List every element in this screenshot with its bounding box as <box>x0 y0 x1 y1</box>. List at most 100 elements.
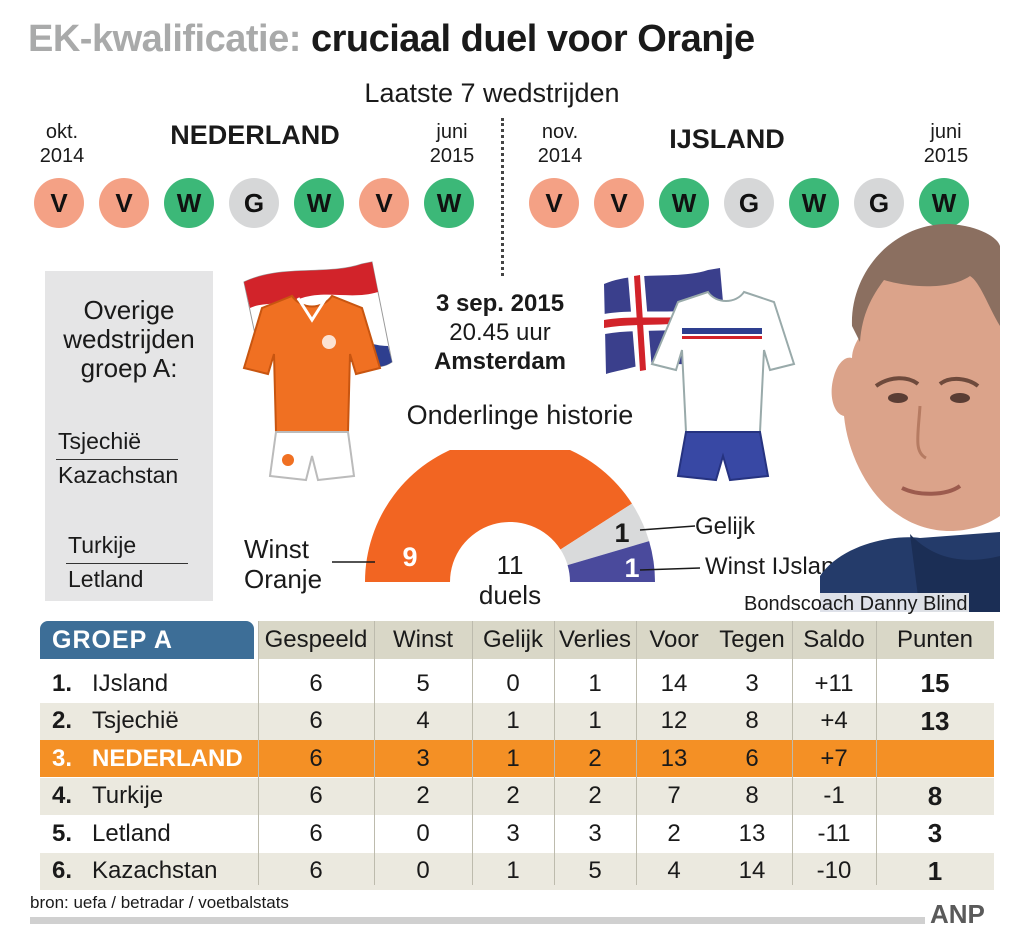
cell-won: 0 <box>416 857 430 884</box>
nederland-result-5: W <box>294 178 344 228</box>
cell-lost: 2 <box>588 782 602 809</box>
is-team-name: IJSLAND <box>669 124 785 154</box>
cell-won: 4 <box>416 707 430 734</box>
cell-diff: +11 <box>814 669 854 697</box>
table-row: 2. Tsjechië 6 4 1 1 12 8 +4 13 <box>40 702 994 740</box>
pie-slice-2 <box>560 503 650 566</box>
cell-diff: +4 <box>820 707 848 734</box>
col-header-voor: Voor <box>649 625 699 653</box>
coach-photo <box>820 223 1000 612</box>
nl-end-date: juni 2015 <box>429 121 475 167</box>
cell-played: 6 <box>309 744 323 772</box>
iceland-shirt-icon <box>650 290 796 433</box>
cell-played: 6 <box>309 857 323 884</box>
col-header-saldo: Saldo <box>803 625 865 653</box>
cell-won: 0 <box>416 819 430 847</box>
divider-line <box>501 118 504 276</box>
cell-diff: -11 <box>817 819 851 847</box>
cell-for: 4 <box>667 857 681 884</box>
cell-against: 8 <box>745 782 759 809</box>
cell-played: 6 <box>309 669 323 697</box>
col-header-gelijk: Gelijk <box>482 625 543 653</box>
table-row: 6. Kazachstan 6 0 1 5 4 14 -10 1 <box>40 852 994 890</box>
cell-played: 6 <box>309 819 323 847</box>
row-team: Turkije <box>92 782 164 809</box>
col-header-punten: Punten <box>896 625 974 653</box>
cell-for: 13 <box>660 744 688 772</box>
match-place: Amsterdam <box>433 348 567 375</box>
ijsland-result-6: G <box>854 178 904 228</box>
match-info: 3 sep. 2015 20.45 uur Amsterdam <box>390 289 610 376</box>
cell-drawn: 1 <box>506 857 520 884</box>
other-match-1-home: Tsjechië <box>58 428 142 454</box>
cell-diff: +7 <box>820 744 848 772</box>
column-separator <box>472 621 473 885</box>
row-team: IJsland <box>92 669 169 697</box>
nederland-result-7: W <box>424 178 474 228</box>
ijsland-result-7: W <box>919 178 969 228</box>
cell-against: 6 <box>745 744 759 772</box>
match-time: 20.45 uur <box>449 319 551 346</box>
ijsland-result-1: V <box>529 178 579 228</box>
row-position: 3. <box>52 744 73 772</box>
ijsland-result-2: V <box>594 178 644 228</box>
legend-gelijk: Gelijk <box>695 513 756 540</box>
cell-lost: 1 <box>588 669 602 697</box>
other-matches-box <box>45 271 213 601</box>
cell-won: 5 <box>416 669 430 697</box>
table-row: 1. IJsland 6 5 0 1 14 3 +11 15 <box>40 665 994 702</box>
pie-value-1: 9 <box>402 542 417 572</box>
nederland-result-6: V <box>359 178 409 228</box>
table-row: 4. Turkije 6 2 2 2 7 8 -1 8 <box>40 777 994 815</box>
title-main: cruciaal duel voor Oranje <box>310 18 755 60</box>
row-position: 4. <box>52 782 73 809</box>
ijsland-result-3: W <box>659 178 709 228</box>
column-separator <box>374 621 375 885</box>
other-match-2-line <box>66 563 188 564</box>
nederland-result-3: W <box>164 178 214 228</box>
netherlands-shorts-icon <box>268 431 356 482</box>
cell-for: 12 <box>660 707 688 734</box>
col-header-winst: Winst <box>393 625 453 653</box>
table-row: 3. NEDERLAND 6 3 1 2 13 6 +7 <box>40 740 994 777</box>
cell-points: 8 <box>927 780 943 811</box>
pie-slice-1 <box>365 450 632 582</box>
cell-lost: 5 <box>588 857 602 884</box>
agency-logo: ANP <box>930 899 985 929</box>
cell-against: 3 <box>745 669 759 697</box>
title-prefix: EK-kwalificatie: <box>28 18 301 60</box>
cell-drawn: 3 <box>506 819 520 847</box>
cell-against: 14 <box>738 857 766 884</box>
col-header-verlies: Verlies <box>558 625 632 653</box>
cell-lost: 3 <box>588 819 602 847</box>
cell-diff: -1 <box>823 782 845 809</box>
nederland-result-4: G <box>229 178 279 228</box>
netherlands-kit-illustration <box>242 261 393 482</box>
leader-line-3 <box>639 567 701 571</box>
cell-drawn: 1 <box>506 744 520 772</box>
iceland-shorts-icon <box>676 431 770 482</box>
nl-start-date: okt. 2014 <box>39 121 85 167</box>
table-header: Gespeeld Winst Gelijk Verlies Voor Tegen Saldo… <box>40 621 994 659</box>
row-position: 5. <box>52 819 73 847</box>
pie-value-2: 1 <box>614 518 629 548</box>
cell-against: 8 <box>745 707 759 734</box>
column-separator <box>636 621 637 885</box>
ijsland-result-4: G <box>724 178 774 228</box>
row-position: 1. <box>52 669 73 697</box>
cell-won: 3 <box>416 744 430 772</box>
ijsland-result-5: W <box>789 178 839 228</box>
cell-played: 6 <box>309 782 323 809</box>
standings-table: GROEP A Gespeeld Winst Gelijk Verlies Voor Te… <box>40 621 994 890</box>
cell-for: 2 <box>667 819 681 847</box>
other-match-1-line <box>56 459 178 460</box>
row-team: Kazachstan <box>92 857 218 884</box>
cell-drawn: 1 <box>506 707 520 734</box>
cell-points: 1 <box>927 855 943 886</box>
table-header-bg <box>258 621 994 659</box>
other-match-2-home: Turkije <box>68 532 137 558</box>
history-chart: 9 1 1 <box>332 450 701 583</box>
last-matches-heading: Laatste 7 wedstrijden <box>364 78 620 108</box>
cell-drawn: 0 <box>506 669 520 697</box>
netherlands-shirt-icon <box>242 294 382 433</box>
